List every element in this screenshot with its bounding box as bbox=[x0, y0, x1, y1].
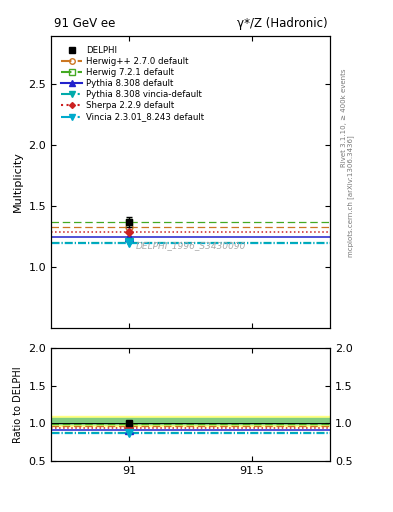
Bar bbox=[51, 418, 330, 424]
Bar bbox=[51, 416, 330, 425]
Text: mcplots.cern.ch [arXiv:1306.3436]: mcplots.cern.ch [arXiv:1306.3436] bbox=[347, 136, 354, 257]
Y-axis label: Multiplicity: Multiplicity bbox=[13, 152, 23, 212]
Text: γ*/Z (Hadronic): γ*/Z (Hadronic) bbox=[237, 17, 327, 30]
Text: DELPHI_1996_S3430090: DELPHI_1996_S3430090 bbox=[136, 242, 246, 250]
Text: Rivet 3.1.10, ≥ 400k events: Rivet 3.1.10, ≥ 400k events bbox=[341, 68, 347, 167]
Legend: DELPHI, Herwig++ 2.7.0 default, Herwig 7.2.1 default, Pythia 8.308 default, Pyth: DELPHI, Herwig++ 2.7.0 default, Herwig 7… bbox=[58, 43, 206, 124]
Y-axis label: Ratio to DELPHI: Ratio to DELPHI bbox=[13, 366, 23, 443]
Text: 91 GeV ee: 91 GeV ee bbox=[54, 17, 115, 30]
